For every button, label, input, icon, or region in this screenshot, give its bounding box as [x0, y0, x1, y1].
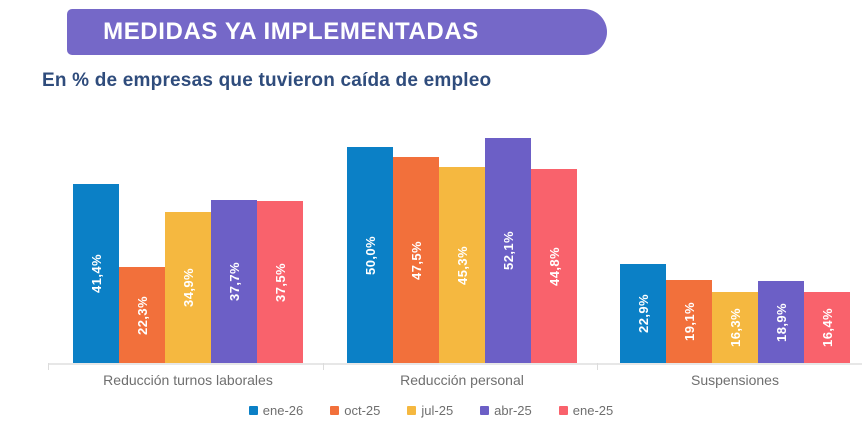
legend-label: abr-25	[494, 403, 532, 418]
category-label-2: Reducción personal	[400, 372, 524, 388]
bar-jul-25-1: 34,9%	[165, 212, 211, 363]
legend-marker-icon	[248, 406, 258, 415]
bar-oct-25-2: 47,5%	[393, 157, 439, 363]
legend-label: ene-26	[262, 403, 304, 418]
legend-marker-icon	[330, 406, 340, 415]
legend-marker-icon	[558, 406, 568, 415]
bar-abr-25-3: 18,9%	[758, 281, 804, 363]
bar-value-label: 47,5%	[408, 240, 424, 280]
bar-abr-25-1: 37,7%	[211, 200, 257, 363]
bar-group-3: 22,9% 19,1% 16,3% 18,9% 16,4%	[620, 123, 850, 363]
bar-value-label: 45,3%	[454, 245, 470, 285]
legend-item-jul-25: jul-25	[407, 403, 453, 418]
bar-abr-25-2: 52,1%	[485, 138, 531, 363]
category-label-1: Reducción turnos laborales	[103, 372, 273, 388]
legend-item-oct-25: oct-25	[330, 403, 380, 418]
x-axis-line	[48, 363, 862, 365]
bar-value-label: 34,9%	[180, 268, 196, 307]
x-axis-tick	[597, 363, 598, 370]
bar-value-label: 41,4%	[88, 254, 104, 293]
bar-value-label: 19,1%	[681, 302, 697, 341]
bar-jul-25-3: 16,3%	[712, 292, 758, 363]
legend-label: jul-25	[421, 403, 454, 418]
bar-value-label: 22,3%	[134, 295, 150, 335]
bar-jul-25-2: 45,3%	[439, 167, 485, 363]
x-axis-tick	[48, 363, 49, 370]
category-label-3: Suspensiones	[691, 372, 779, 388]
bar-ene-26-1: 41,4%	[73, 184, 119, 363]
bar-oct-25-1: 22,3%	[119, 267, 165, 363]
page-title: MEDIDAS YA IMPLEMENTADAS	[103, 18, 479, 45]
bar-value-label: 16,3%	[727, 308, 743, 347]
legend-item-abr-25: abr-25	[480, 403, 532, 418]
bar-value-label: 16,4%	[819, 308, 835, 347]
bar-value-label: 37,5%	[272, 262, 288, 302]
title-banner: MEDIDAS YA IMPLEMENTADAS	[67, 9, 607, 55]
bar-ene-26-3: 22,9%	[620, 264, 666, 363]
legend-marker-icon	[407, 406, 417, 415]
bar-ene-25-1: 37,5%	[257, 201, 303, 363]
legend-marker-icon	[480, 406, 490, 415]
bar-group-2: 50,0% 47,5% 45,3% 52,1% 44,8%	[347, 123, 577, 363]
bar-value-label: 18,9%	[773, 302, 789, 342]
bar-ene-25-3: 16,4%	[804, 292, 850, 363]
bar-value-label: 37,7%	[226, 262, 242, 301]
legend-item-ene-25: ene-25	[558, 403, 614, 418]
bar-value-label: 22,9%	[635, 294, 651, 333]
bar-group-1: 41,4% 22,3% 34,9% 37,7% 37,5%	[73, 123, 303, 363]
bar-value-label: 50,0%	[362, 235, 378, 275]
chart-subtitle: En % de empresas que tuvieron caída de e…	[42, 70, 492, 91]
bar-value-label: 44,8%	[546, 246, 562, 286]
x-axis-tick	[323, 363, 324, 370]
bar-value-label: 52,1%	[500, 231, 516, 270]
legend-label: oct-25	[344, 403, 381, 418]
legend-label: ene-25	[572, 403, 614, 418]
bar-oct-25-3: 19,1%	[666, 280, 712, 363]
legend-item-ene-26: ene-26	[248, 403, 304, 418]
bar-ene-26-2: 50,0%	[347, 147, 393, 363]
chart-legend: ene-26 oct-25 jul-25 abr-25 ene-25	[0, 403, 862, 418]
bar-ene-25-2: 44,8%	[531, 169, 577, 363]
